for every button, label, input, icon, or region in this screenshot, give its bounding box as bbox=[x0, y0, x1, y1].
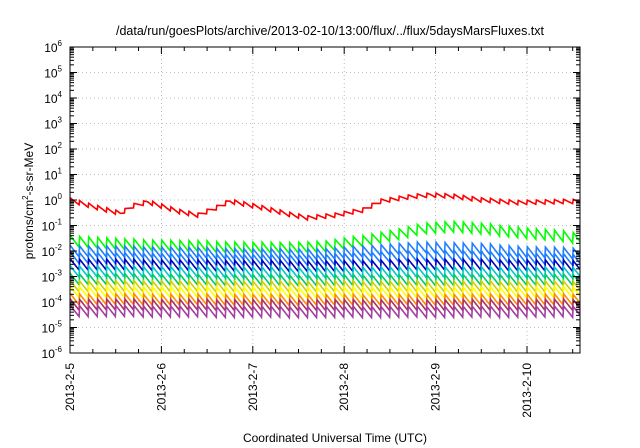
series-line bbox=[70, 303, 580, 321]
y-tick-label: 106 bbox=[44, 39, 62, 55]
y-tick-exponent: -5 bbox=[55, 320, 63, 329]
series-line bbox=[70, 239, 580, 263]
chart-title: /data/run/goesPlots/archive/2013-02-10/1… bbox=[116, 24, 545, 38]
y-tick-base: 10 bbox=[44, 92, 58, 106]
series-line bbox=[70, 271, 580, 289]
x-tick-label: 2013-2-9 bbox=[429, 363, 443, 411]
y-tick-exponent: -3 bbox=[55, 269, 63, 278]
y-tick-exponent: 3 bbox=[58, 116, 63, 125]
y-tick-label: 105 bbox=[44, 65, 62, 81]
y-tick-exponent: 6 bbox=[58, 39, 63, 48]
x-tick-label: 2013-2-6 bbox=[154, 363, 168, 411]
y-axis-label-sup: 2 bbox=[21, 195, 30, 200]
y-tick-label: 103 bbox=[44, 116, 62, 132]
series-line bbox=[70, 256, 580, 274]
y-tick-exponent: -4 bbox=[55, 294, 63, 303]
y-tick-exponent: 5 bbox=[58, 65, 63, 74]
y-tick-base: 10 bbox=[42, 271, 56, 285]
series-line bbox=[70, 284, 580, 301]
y-tick-base: 10 bbox=[42, 220, 56, 234]
series-line bbox=[70, 219, 580, 256]
y-tick-base: 10 bbox=[44, 169, 58, 183]
y-tick-exponent: 2 bbox=[58, 141, 63, 150]
y-tick-base: 10 bbox=[42, 245, 56, 259]
series-line bbox=[70, 263, 580, 281]
y-tick-label: 10-6 bbox=[42, 345, 63, 361]
series-layer bbox=[70, 191, 580, 321]
y-tick-base: 10 bbox=[44, 67, 58, 81]
y-tick-base: 10 bbox=[42, 347, 56, 361]
y-axis-label: protons/cm2-s-sr-MeV bbox=[21, 143, 36, 259]
y-tick-label: 102 bbox=[44, 141, 62, 157]
y-tick-exponent: -1 bbox=[55, 218, 63, 227]
series-line bbox=[70, 296, 580, 314]
series-line bbox=[70, 191, 580, 222]
series-line bbox=[70, 278, 580, 295]
y-tick-label: 104 bbox=[44, 90, 62, 106]
y-tick-labels: 10610510410310210110010-110-210-310-410-… bbox=[42, 39, 63, 361]
ticks bbox=[69, 46, 580, 354]
x-tick-label: 2013-2-8 bbox=[337, 363, 351, 411]
series-line bbox=[70, 291, 580, 309]
y-tick-label: 10-5 bbox=[42, 320, 63, 336]
y-axis-label-rest: -s-sr-MeV bbox=[22, 143, 36, 196]
x-tick-label: 2013-2-10 bbox=[520, 363, 534, 418]
y-tick-label: 10-4 bbox=[42, 294, 63, 310]
x-tick-labels: 2013-2-5 2013-2-6 2013-2-7 2013-2-8 2013-2-9… bbox=[63, 363, 534, 418]
y-tick-label: 10-2 bbox=[42, 243, 63, 259]
y-tick-exponent: -6 bbox=[55, 345, 63, 354]
y-tick-exponent: -2 bbox=[55, 243, 63, 252]
series-line bbox=[70, 248, 580, 268]
x-tick-label: 2013-2-5 bbox=[63, 363, 77, 411]
y-tick-exponent: 1 bbox=[58, 167, 63, 176]
y-tick-label: 101 bbox=[44, 167, 62, 183]
y-axis-label-base: protons/cm bbox=[22, 200, 36, 259]
y-tick-base: 10 bbox=[42, 296, 56, 310]
y-tick-label: 100 bbox=[44, 192, 62, 208]
x-axis-label: Coordinated Universal Time (UTC) bbox=[243, 431, 427, 445]
y-tick-base: 10 bbox=[44, 41, 58, 55]
y-tick-base: 10 bbox=[44, 194, 58, 208]
y-tick-label: 10-3 bbox=[42, 269, 63, 285]
x-tick-label: 2013-2-7 bbox=[246, 363, 260, 411]
y-tick-base: 10 bbox=[44, 118, 58, 132]
y-tick-label: 10-1 bbox=[42, 218, 63, 234]
y-tick-base: 10 bbox=[42, 322, 56, 336]
y-tick-exponent: 0 bbox=[58, 192, 63, 201]
y-tick-exponent: 4 bbox=[58, 90, 63, 99]
y-tick-base: 10 bbox=[44, 143, 58, 157]
